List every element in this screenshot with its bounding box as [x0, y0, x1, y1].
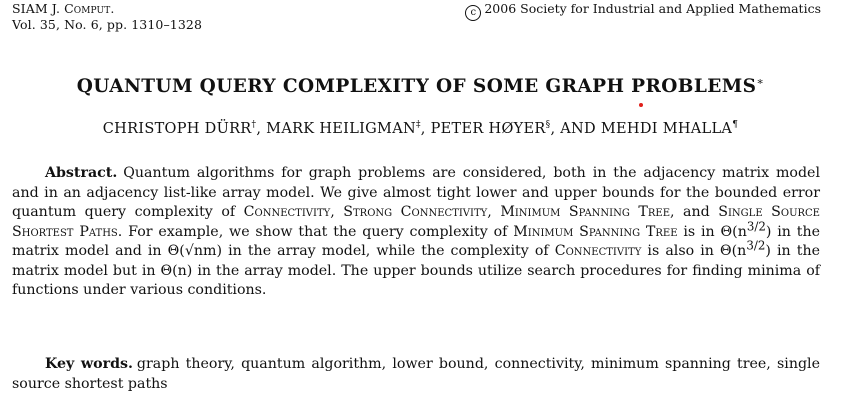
author-separator: , AND: [550, 121, 601, 137]
abstract-text: ,: [487, 204, 501, 220]
abstract-paragraph: Abstract. Quantum algorithms for graph pr…: [12, 164, 820, 301]
abstract-text: Quantum algorithms for graph problems ar…: [12, 165, 820, 220]
author-name: MARK HEILIGMAN: [266, 121, 416, 137]
author-footnote-mark: ¶: [732, 120, 739, 131]
title-text: QUANTUM QUERY COMPLEXITY OF SOME GRAPH P…: [76, 76, 757, 97]
abstract-text: ) in the matrix model but in Θ(n) in the…: [12, 243, 820, 298]
author-footnote-mark: ‡: [415, 120, 421, 131]
problem-name: Strong Connectivity: [343, 204, 488, 220]
author-name: MEHDI MHALLA: [600, 121, 733, 137]
problem-name: Connectivity: [243, 204, 331, 220]
author-list: CHRISTOPH DÜRR†, MARK HEILIGMAN‡, PETER …: [0, 119, 841, 139]
abstract-text: . For example, we show that the query co…: [117, 223, 514, 240]
paper-title: QUANTUM QUERY COMPLEXITY OF SOME GRAPH P…: [0, 75, 841, 99]
abstract-text: is in Θ(n: [677, 223, 747, 240]
problem-name: Minimum Spanning Tree: [513, 223, 678, 240]
sqrt-expression: √nm: [184, 243, 217, 259]
copyright-icon: c: [465, 5, 482, 21]
problem-name: Single Source Shortest Paths: [12, 204, 820, 240]
keywords-paragraph: Key words. graph theory, quantum algorith…: [12, 355, 820, 394]
abstract-text: ) in the matrix model and in Θ(: [12, 223, 820, 260]
copyright-notice: c 2006 Society for Industrial and Applied…: [465, 1, 821, 21]
red-cursor-dot: [639, 103, 643, 107]
journal-name: SIAM J. Comput.: [12, 1, 115, 16]
title-footnote-mark: ∗: [756, 74, 765, 88]
author-name: PETER HØYER: [430, 121, 546, 137]
abstract-text: is also in Θ(n: [641, 243, 747, 259]
abstract-text: ) in the array model, while the complexi…: [216, 243, 555, 259]
keywords-label: Key words.: [45, 356, 133, 372]
exponent: 3/2: [746, 218, 766, 233]
exponent: 3/2: [746, 238, 766, 253]
author-footnote-mark: §: [545, 120, 551, 131]
author-separator: ,: [256, 121, 267, 137]
abstract-label: Abstract.: [45, 165, 118, 181]
problem-name: Connectivity: [554, 243, 642, 259]
author-name: CHRISTOPH DÜRR: [102, 121, 252, 137]
abstract-text: ,: [330, 204, 344, 220]
problem-name: Minimum Spanning Tree: [500, 204, 670, 220]
copyright-text: 2006 Society for Industrial and Applied …: [484, 1, 821, 16]
journal-header: SIAM J. Comput. Vol. 35, No. 6, pp. 1310…: [12, 1, 202, 33]
abstract-text: , and: [670, 204, 719, 220]
volume-line: Vol. 35, No. 6, pp. 1310–1328: [12, 17, 203, 32]
author-footnote-mark: †: [251, 120, 257, 131]
keywords-text: graph theory, quantum algorithm, lower b…: [12, 356, 820, 392]
author-separator: ,: [420, 121, 431, 137]
